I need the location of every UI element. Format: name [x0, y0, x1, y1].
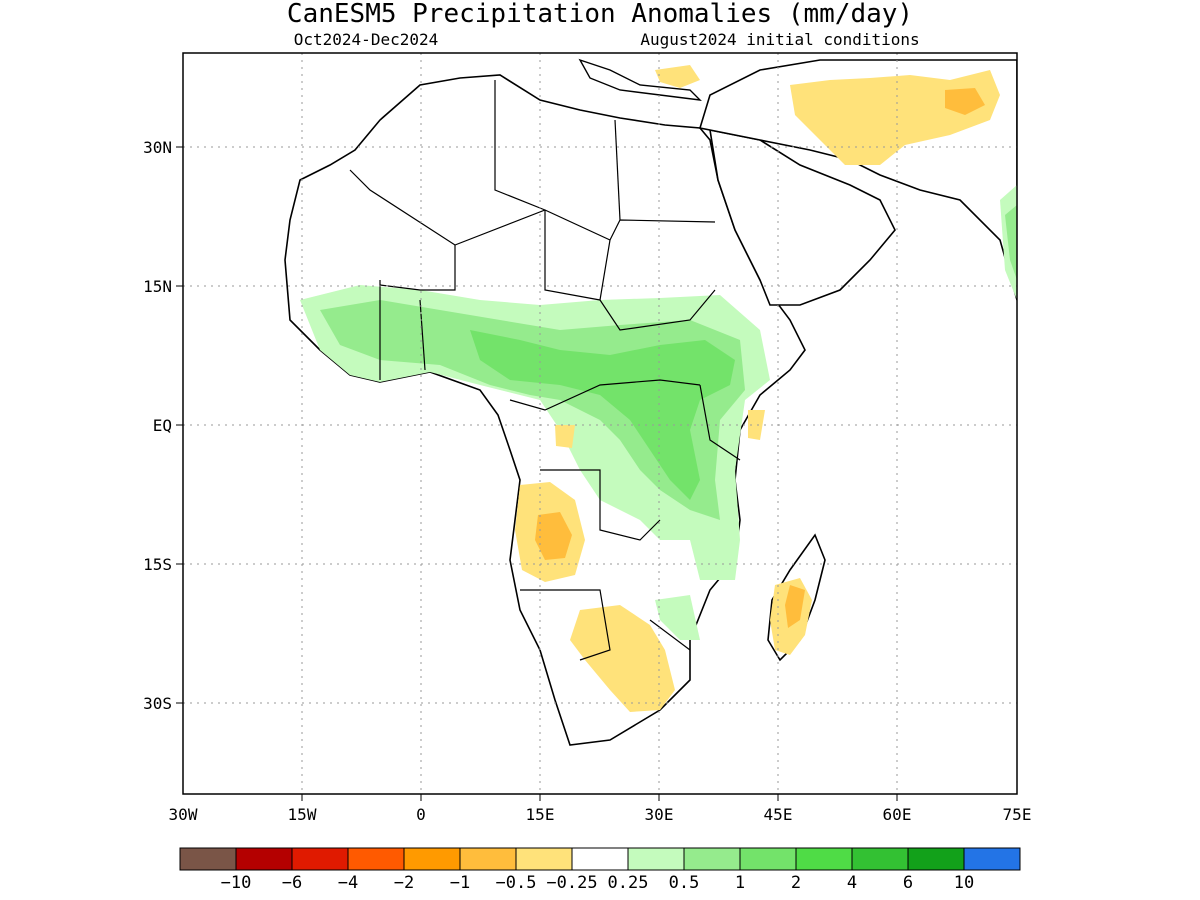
lon-tick-label: 0: [416, 805, 426, 824]
colorbar-label: −6: [282, 873, 302, 893]
colorbar-label: 6: [903, 873, 913, 893]
colorbar-swatch: [907, 847, 965, 871]
colorbar-swatch: [795, 847, 853, 871]
colorbar-swatch: [235, 847, 293, 871]
colorbar-label: −10: [221, 873, 252, 893]
country-borders: [349, 80, 741, 661]
lat-tick-label: 15N: [143, 277, 172, 296]
lon-tick-label: 75E: [1003, 805, 1032, 824]
lon-tick-label: 30E: [645, 805, 674, 824]
colorbar-swatch: [291, 847, 349, 871]
colorbar: −10 −6 −4 −2 −1 −0.5 −0.25 0.25 0.5 1 2 4 6 10: [179, 847, 1021, 893]
colorbar-label: −1: [450, 873, 470, 893]
figure-title: CanESM5 Precipitation Anomalies (mm/day): [287, 0, 913, 29]
lon-axis: 30W 15W 0 15E 30E 45E 60E 75E: [169, 794, 1032, 824]
colorbar-swatch: [571, 847, 629, 871]
colorbar-swatch: [851, 847, 909, 871]
lon-tick-label: 30W: [169, 805, 198, 824]
lat-tick-label: 30S: [143, 694, 172, 713]
wet-anomalies: [300, 185, 1017, 640]
colorbar-label: 4: [847, 873, 857, 893]
colorbar-label: −0.25: [546, 873, 597, 893]
lat-axis: 30N 15N EQ 15S 30S: [143, 138, 183, 713]
lon-tick-label: 45E: [764, 805, 793, 824]
gridlines: [183, 53, 1017, 794]
colorbar-label: 0.5: [669, 873, 700, 893]
colorbar-swatch: [459, 847, 517, 871]
colorbar-swatch: [403, 847, 461, 871]
landmass-europe: [578, 58, 702, 101]
colorbar-label: 2: [791, 873, 801, 893]
landmass-arabia: [709, 128, 896, 306]
period-label: Oct2024-Dec2024: [294, 30, 439, 49]
colorbar-swatch: [627, 847, 685, 871]
colorbar-label: 1: [735, 873, 745, 893]
dry-anomalies: [515, 65, 1000, 712]
map-area: [182, 52, 1018, 795]
lat-tick-label: 30N: [143, 138, 172, 157]
colorbar-label: 0.25: [608, 873, 649, 893]
map-frame: [182, 52, 1018, 795]
initial-conditions-label: August2024 initial conditions: [640, 30, 919, 49]
colorbar-swatch: [179, 847, 237, 871]
lon-tick-label: 15E: [526, 805, 555, 824]
lat-tick-label: 15S: [143, 555, 172, 574]
colorbar-swatch: [347, 847, 405, 871]
colorbar-label: −4: [338, 873, 358, 893]
colorbar-swatch: [515, 847, 573, 871]
lat-tick-label: EQ: [153, 416, 172, 435]
lon-tick-label: 15W: [288, 805, 317, 824]
colorbar-swatch: [963, 847, 1021, 871]
colorbar-label: −2: [394, 873, 414, 893]
colorbar-swatch: [683, 847, 741, 871]
colorbar-label: −0.5: [496, 873, 537, 893]
colorbar-label: 10: [954, 873, 974, 893]
colorbar-swatch: [739, 847, 797, 871]
lon-tick-label: 60E: [883, 805, 912, 824]
